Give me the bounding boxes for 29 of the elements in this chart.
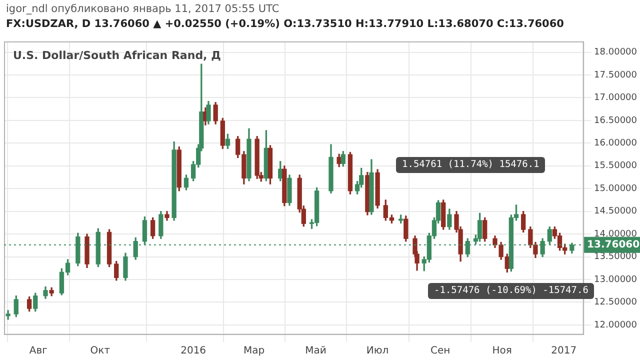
y-tick-label: 14.50000 xyxy=(594,206,638,217)
annotation: -1.57476 (-10.69%) -15747.6 xyxy=(428,283,594,299)
y-tick-label: 16.00000 xyxy=(594,138,638,149)
x-tick-label: Мар xyxy=(243,346,265,357)
y-tick-label: 13.00000 xyxy=(594,274,638,285)
y-tick-label: 15.00000 xyxy=(594,184,638,194)
text: igor_ndl опубликовано январь 11, 2017 05:55 UTC xyxy=(6,2,280,17)
x-tick-label: Июл xyxy=(366,346,389,357)
y-tick-label: 13.50000 xyxy=(594,252,638,262)
y-tick-label: 17.50000 xyxy=(594,70,638,80)
y-tick-label: 18.00000 xyxy=(594,48,638,58)
x-tick-label: Сен xyxy=(430,346,450,357)
x-tick-label: Авг xyxy=(29,346,48,357)
y-tick-label: 16.50000 xyxy=(594,116,638,126)
y-tick-label: 12.00000 xyxy=(594,320,638,330)
chart-subtitle: FX:USDZAR, D 13.76060 ▲ +0.02550 (+0.19%) O:13.73510 H:13.77910 L:13.68070 C:13.76060 xyxy=(6,17,565,32)
text: U.S. Dollar/South African Rand, Д xyxy=(13,48,222,62)
x-tick-label: 2017 xyxy=(551,346,577,357)
x-tick-label: Окт xyxy=(90,346,110,357)
x-tick-label: Ноя xyxy=(492,346,512,357)
y-tick-label: 14.00000 xyxy=(594,229,638,240)
y-tick-label: 15.50000 xyxy=(594,161,638,172)
y-tick-label: 17.00000 xyxy=(594,93,638,104)
x-tick-label: Май xyxy=(305,346,326,357)
ref-line-label: 13.76060 xyxy=(587,240,640,251)
x-tick-label: 2016 xyxy=(180,346,206,357)
candlestick xyxy=(6,310,10,320)
annotation: 1.54761 (11.74%) 15476.1 xyxy=(396,157,546,173)
y-tick-label: 12.50000 xyxy=(594,298,638,308)
